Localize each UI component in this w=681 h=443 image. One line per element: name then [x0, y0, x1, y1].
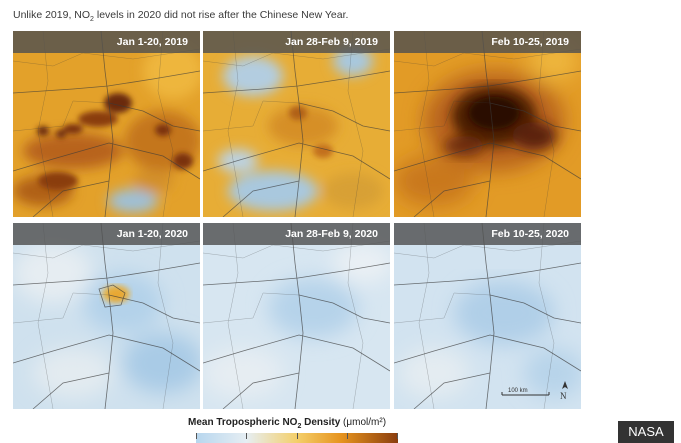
no2-map-jan1-20-2020 — [13, 223, 200, 409]
north-arrow-label: N — [560, 391, 567, 401]
no2-map-feb10-25-2020: N — [394, 223, 581, 409]
legend-tick — [196, 433, 197, 439]
panel-label: Jan 28-Feb 9, 2020 — [203, 223, 390, 245]
map-panel-jan1-20-2020: Jan 1-20, 2020 — [13, 223, 200, 409]
no2-map-jan1-20-2019 — [13, 31, 200, 217]
image-credit: NASA — [618, 421, 674, 443]
panel-label: Jan 1-20, 2019 — [13, 31, 200, 53]
panel-label: Feb 10-25, 2019 — [394, 31, 581, 53]
map-panel-jan28-feb9-2020: Jan 28-Feb 9, 2020 — [203, 223, 390, 409]
no2-map-feb10-25-2019 — [394, 31, 581, 217]
north-arrow-icon — [562, 381, 568, 389]
legend-tick — [347, 433, 348, 439]
map-panel-jan1-20-2019: Jan 1-20, 2019 — [13, 31, 200, 217]
legend-tick — [397, 433, 398, 439]
no2-map-jan28-feb9-2019 — [203, 31, 390, 217]
legend-tick — [246, 433, 247, 439]
panel-label: Jan 28-Feb 9, 2019 — [203, 31, 390, 53]
scale-bar-label: 100 km — [508, 388, 528, 394]
scale-bar — [501, 392, 550, 396]
legend-title: Mean Tropospheric NO2 Density (μmol/m²) — [188, 417, 387, 430]
panel-label: Jan 1-20, 2020 — [13, 223, 200, 245]
legend-tick — [297, 433, 298, 439]
no2-map-jan28-feb9-2020 — [203, 223, 390, 409]
map-panel-feb10-25-2020: N Feb 10-25, 2020 — [394, 223, 581, 409]
map-panel-feb10-25-2019: Feb 10-25, 2019 — [394, 31, 581, 217]
map-panel-jan28-feb9-2019: Jan 28-Feb 9, 2019 — [203, 31, 390, 217]
panel-label: Feb 10-25, 2020 — [394, 223, 581, 245]
figure-caption: Unlike 2019, NO2 levels in 2020 did not … — [13, 9, 349, 24]
